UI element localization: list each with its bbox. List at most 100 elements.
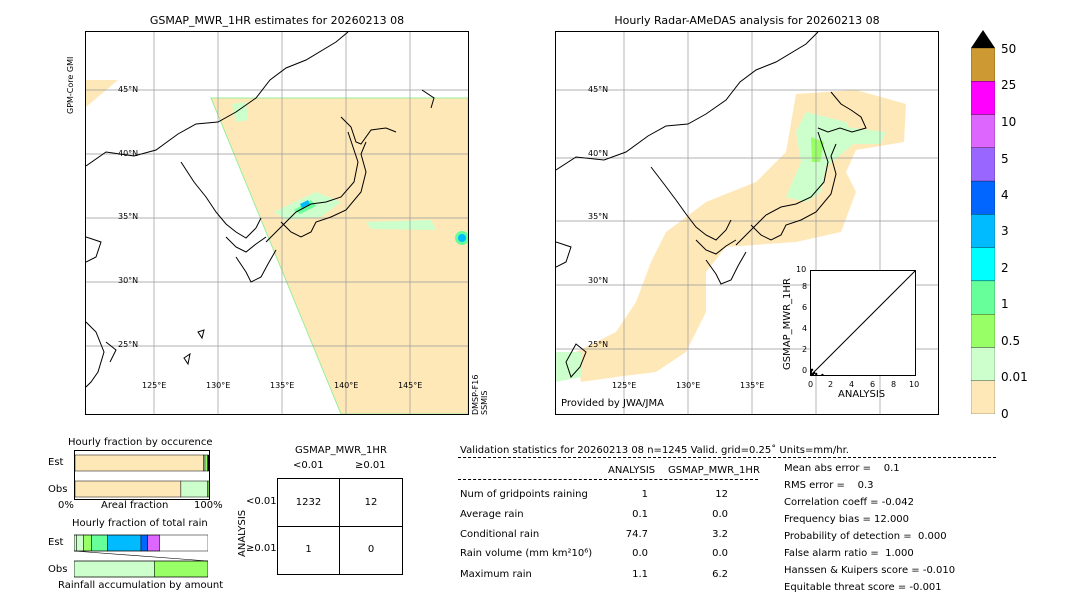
right-lon-125: 125°E — [612, 381, 637, 390]
left-lat-45: 45°N — [118, 85, 139, 94]
colorbar-segment — [970, 280, 996, 315]
colorbar-svg — [970, 30, 996, 415]
stacked-bar-segment — [73, 534, 77, 552]
left-corner-area — [86, 80, 118, 107]
total-rain-row-obs: Obs — [48, 564, 68, 575]
occurrence-row-est: Est — [48, 457, 64, 468]
occurrence-bars — [74, 454, 210, 498]
right-coastlines — [556, 32, 867, 378]
scatter-xlabel: ANALYSIS — [838, 389, 886, 400]
scatter-xtick-8: 8 — [891, 380, 897, 389]
stacked-bar-segment — [73, 560, 155, 578]
colorbar-segment — [970, 114, 996, 148]
cb-label-5: 5 — [1001, 152, 1009, 166]
contingency-col-lt: <0.01 — [293, 460, 324, 471]
cb-label-10: 10 — [1001, 115, 1017, 129]
stacked-bar-link — [73, 550, 209, 562]
left-coastlines — [86, 32, 435, 388]
right-lon-130: 130°E — [676, 381, 701, 390]
scatter-xtick-0: 0 — [808, 380, 814, 389]
stacked-bar-segment — [74, 480, 182, 498]
colorbar-segment — [970, 347, 996, 381]
scatter-ytick-6: 6 — [802, 303, 808, 312]
total-rain-xlabel: Rainfall accumulation by amount — [58, 580, 224, 591]
cb-label-0: 0 — [1001, 407, 1009, 421]
cb-label-0-01: 0.01 — [1001, 370, 1028, 384]
stacked-bar-segment — [154, 560, 209, 578]
validation-col-rule — [458, 479, 758, 480]
occurrence-row-obs: Obs — [48, 484, 68, 495]
stacked-bar-segment — [207, 454, 210, 472]
left-lon-140: 140°E — [334, 381, 359, 390]
stacked-bar-segment — [76, 534, 84, 552]
stacked-bar-segment — [207, 480, 210, 498]
colorbar-segment — [970, 214, 996, 248]
validation-label-4: Maximum rain — [460, 569, 532, 580]
scatter-xtick-4: 4 — [849, 380, 855, 389]
colorbar-over-triangle — [971, 30, 995, 48]
stacked-bar-segment — [74, 454, 204, 472]
right-lat-40: 40°N — [588, 149, 609, 158]
radar-moderate — [811, 137, 824, 162]
contingency-cell-00: 1232 — [295, 497, 322, 508]
scatter-ylabel-wrap: GSMAP_MWR_1HR — [782, 278, 874, 381]
contingency-row-ge: ≥0.01 — [246, 543, 277, 554]
validation-label-3: Rain volume (mm km²10⁶) — [460, 548, 593, 559]
total-rain-row-est: Est — [48, 537, 64, 548]
left-sensor-top: GPM-Core GMI — [66, 57, 123, 123]
left-sensor-top-label: GPM-Core GMI — [66, 56, 75, 114]
occurrence-x-left: 0% — [58, 500, 74, 511]
validation-score-5: False alarm ratio = 1.000 — [784, 548, 914, 559]
colorbar-segment — [970, 380, 996, 415]
scatter-diagonal — [810, 270, 916, 376]
occurrence-x-mid: Areal fraction — [101, 500, 169, 511]
left-swath-area — [210, 97, 468, 414]
validation-score-3: Frequency bias = 12.000 — [784, 514, 910, 525]
scatter-xtick-10: 10 — [909, 380, 920, 389]
contingency-row-lt: <0.01 — [246, 496, 277, 507]
cb-label-2: 2 — [1001, 261, 1009, 275]
colorbar — [970, 30, 996, 415]
cb-label-0-5: 0.5 — [1001, 334, 1021, 348]
validation-col-gsmap: GSMAP_MWR_1HR — [668, 465, 760, 476]
left-rain-core2 — [300, 200, 310, 208]
validation-header-rule — [458, 457, 996, 458]
colorbar-segment — [970, 314, 996, 348]
colorbar-segment — [970, 247, 996, 282]
scatter-plot — [809, 270, 916, 377]
scatter-ytick-10: 10 — [796, 265, 807, 274]
validation-score-4: Probability of detection = 0.000 — [784, 531, 947, 542]
left-rain-east — [366, 220, 436, 230]
scatter-point — [810, 368, 814, 371]
left-grid — [86, 32, 468, 414]
validation-label-1: Average rain — [460, 509, 524, 520]
left-lat-35: 35°N — [118, 212, 139, 221]
validation-g-3: 0.0 — [712, 548, 728, 559]
colorbar-segment — [970, 180, 996, 215]
contingency-cell-11: 0 — [367, 544, 375, 555]
right-map-panel — [555, 31, 939, 415]
scatter-ytick-4: 4 — [802, 324, 808, 333]
scatter-ylabel: GSMAP_MWR_1HR — [782, 278, 793, 370]
left-lon-125: 125°E — [142, 381, 167, 390]
colorbar-segment — [970, 81, 996, 115]
scatter-inset-frame — [809, 270, 916, 377]
left-rain-cell-core — [458, 234, 466, 242]
total-rain-frame — [73, 531, 209, 579]
stacked-bar-segment — [147, 534, 161, 552]
left-map-panel — [85, 31, 469, 415]
contingency-col-ge: ≥0.01 — [355, 460, 386, 471]
scatter-ytick-0: 0 — [802, 366, 808, 375]
left-lat-30: 30°N — [118, 276, 139, 285]
cb-label-1: 1 — [1001, 297, 1009, 311]
scatter-xtick-2: 2 — [828, 380, 834, 389]
validation-label-2: Conditional rain — [460, 529, 540, 540]
left-sensor-bottom-label: DMSP-F16 SSMIS — [471, 374, 489, 415]
left-lat-25: 25°N — [118, 340, 139, 349]
validation-g-1: 0.0 — [712, 509, 728, 520]
right-lat-35: 35°N — [588, 212, 609, 221]
cb-label-50: 50 — [1001, 42, 1017, 56]
cb-label-4: 4 — [1001, 188, 1009, 202]
colorbar-segment — [970, 147, 996, 182]
total-rain-title: Hourly fraction of total rain — [72, 518, 208, 529]
